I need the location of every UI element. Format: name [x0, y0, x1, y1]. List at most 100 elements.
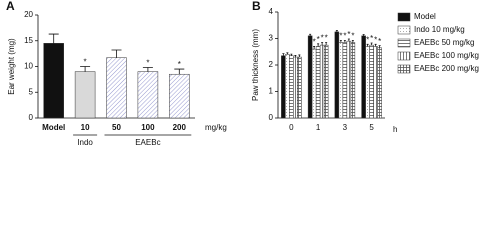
significance-mark: *: [347, 30, 350, 39]
significance-mark: *: [370, 34, 373, 43]
error-bar: [366, 43, 369, 47]
bar: [293, 56, 298, 119]
error-bar: [309, 33, 312, 36]
bar: [169, 73, 190, 119]
y-tick-label: 0: [269, 113, 274, 122]
bar: [346, 40, 352, 119]
significance-mark: *: [325, 34, 328, 43]
error-bar: [294, 55, 297, 58]
error-bar: [282, 53, 285, 56]
error-bar: [142, 67, 153, 72]
significance-mark: *: [178, 60, 181, 69]
x-tick-label: 0: [289, 123, 294, 132]
bar: [289, 55, 294, 119]
error-bar: [313, 46, 316, 50]
x-tick-label: 1: [316, 123, 321, 132]
y-tick-label: 10: [24, 62, 33, 71]
bar: [334, 31, 340, 119]
error-bar: [347, 38, 350, 42]
error-bar: [378, 45, 381, 48]
y-tick-label: 20: [24, 10, 33, 19]
x-tick-label: 3: [343, 123, 348, 132]
bar: [106, 57, 127, 119]
significance-mark: *: [366, 35, 369, 44]
x-tick-label: 5: [369, 123, 374, 132]
y-tick-label: 1: [269, 87, 274, 96]
x-unit: mg/kg: [205, 123, 227, 132]
significance-mark: *: [317, 35, 320, 44]
error-bar: [317, 43, 320, 47]
bar: [297, 56, 302, 119]
legend-label: EAEBc 50 mg/kg: [414, 38, 474, 47]
error-bar: [370, 42, 373, 46]
error-bar: [80, 66, 91, 72]
bar: [281, 55, 286, 119]
y-tick-label: 4: [269, 7, 274, 16]
significance-mark: *: [84, 58, 87, 67]
bar: [137, 71, 159, 119]
error-bar: [290, 53, 293, 56]
bar: [307, 35, 313, 119]
x-tick-label: 10: [81, 123, 90, 132]
bar: [373, 46, 378, 119]
x-tick-label: 50: [112, 123, 121, 132]
bar: [323, 44, 329, 119]
significance-mark: *: [339, 31, 342, 40]
y-axis-label: Paw thickness (mm): [251, 29, 260, 101]
legend-swatch: [397, 38, 411, 48]
error-bar: [111, 49, 122, 58]
group-label: Indo: [77, 138, 93, 147]
error-bar: [351, 39, 354, 43]
y-tick-label: 5: [29, 87, 34, 96]
bar: [319, 44, 325, 119]
significance-mark: *: [321, 34, 324, 43]
bar: [74, 71, 96, 119]
legend-swatch: [397, 12, 411, 22]
legend-swatch: [397, 64, 411, 74]
x-tick-label: Model: [42, 123, 65, 132]
bar: [361, 35, 366, 119]
bar: [350, 42, 356, 119]
panel-label: A: [6, 0, 15, 13]
legend-label: Indo 10 mg/kg: [414, 25, 465, 34]
error-bar: [374, 43, 377, 47]
significance-mark: *: [351, 31, 354, 40]
legend-label: EAEBc 100 mg/kg: [414, 51, 479, 60]
legend-label: EAEBc 200 mg/kg: [414, 64, 479, 73]
bar: [342, 42, 348, 119]
error-bar: [325, 42, 328, 46]
panel-label: B: [252, 0, 261, 13]
bar: [338, 42, 344, 119]
bar: [311, 48, 317, 119]
legend-swatch: [397, 25, 411, 35]
bar: [377, 47, 382, 119]
error-bar: [298, 54, 301, 58]
bar: [43, 43, 64, 119]
bar: [285, 54, 290, 119]
y-tick-label: 0: [29, 113, 34, 122]
bar: [369, 44, 374, 119]
x-unit: h: [393, 125, 397, 134]
error-bar: [174, 68, 185, 75]
significance-mark: *: [146, 59, 149, 68]
error-bar: [362, 34, 365, 36]
significance-mark: *: [313, 38, 316, 47]
legend-label: Model: [414, 12, 436, 21]
error-bar: [286, 52, 289, 55]
group-label: EAEBc: [135, 138, 160, 147]
significance-mark: *: [374, 35, 377, 44]
y-tick-label: 3: [269, 34, 274, 43]
error-bar: [335, 30, 338, 32]
error-bar: [339, 39, 342, 43]
error-bar: [321, 42, 324, 46]
y-tick-label: 15: [24, 36, 33, 45]
significance-mark: *: [378, 37, 381, 46]
y-tick-label: 2: [269, 60, 274, 69]
x-tick-label: 100: [141, 123, 155, 132]
error-bar: [48, 33, 59, 44]
legend-swatch: [397, 51, 411, 61]
y-axis-label: Ear weight (mg): [7, 38, 16, 95]
bar: [365, 46, 370, 119]
x-tick-label: 200: [173, 123, 187, 132]
